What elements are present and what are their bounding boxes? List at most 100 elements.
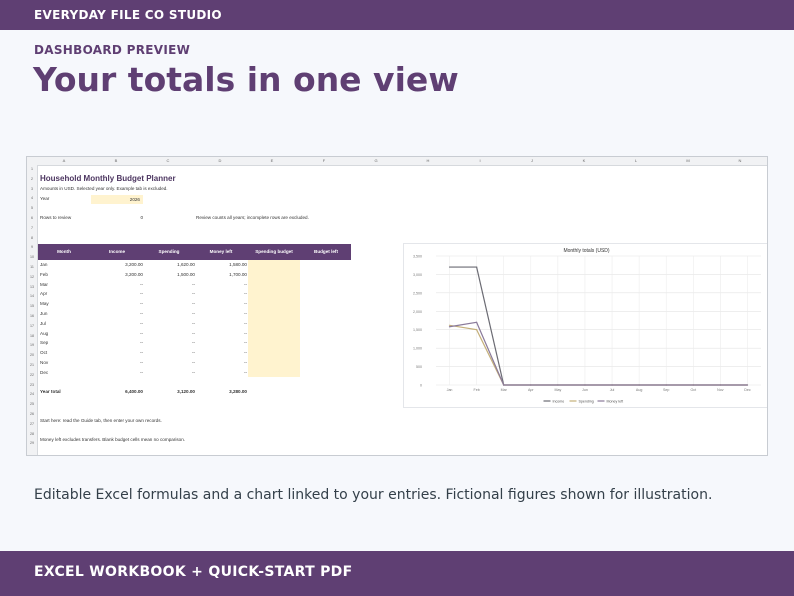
year-total-spending: 3,120.00: [177, 389, 195, 394]
header-income: Income: [108, 249, 126, 254]
income-cell: --: [139, 369, 143, 375]
data-point: [476, 329, 478, 331]
column-header-bar: A B C D E F G H I J K L M N: [27, 157, 767, 166]
money-left-cell: --: [243, 360, 247, 365]
header-month: Month: [57, 249, 71, 254]
row-number: 8: [31, 235, 33, 240]
year-total-label: Year total: [40, 389, 61, 394]
row-number: 6: [31, 216, 33, 220]
x-tick-label: Dec: [744, 388, 751, 392]
review-note: Review counts all years; incomplete rows…: [196, 215, 309, 220]
data-point: [448, 324, 451, 326]
data-point: [448, 326, 451, 328]
spending-budget-input-range[interactable]: [248, 260, 300, 377]
column-letter: B: [114, 158, 118, 163]
column-letter: H: [426, 158, 430, 163]
income-cell: --: [139, 350, 143, 356]
header-money-left: Money left: [209, 249, 233, 254]
data-point: [476, 321, 478, 323]
row-number: 3: [31, 186, 33, 191]
row-number: 5: [31, 206, 33, 211]
spending-cell: 1,620.00: [177, 262, 195, 267]
column-letter: A: [62, 158, 66, 163]
legend-label: Spending: [579, 399, 594, 403]
money-left-cell: --: [243, 369, 247, 375]
legend-label: Money left: [607, 399, 624, 403]
column-letter: E: [270, 158, 274, 163]
y-tick-label: 3,500: [413, 255, 422, 259]
row-number: 22: [30, 372, 34, 377]
income-cell: --: [139, 281, 143, 287]
row-number: 1: [31, 167, 33, 171]
y-tick-label: 1,000: [413, 347, 422, 351]
month-label: May: [40, 301, 49, 307]
money-left-cell: --: [243, 311, 247, 316]
sheet-subtitle: Amounts in USD. Selected year only. Exam…: [40, 186, 168, 191]
income-cell: 3,200.00: [125, 271, 143, 277]
year-label: Year: [40, 196, 50, 201]
row-number: 27: [30, 421, 34, 426]
series-line-spending: [449, 324, 748, 386]
row-number: 23: [30, 382, 34, 387]
money-left-note: Money left excludes transfers. Blank bud…: [40, 437, 186, 442]
row-number: 2: [31, 176, 33, 181]
year-input[interactable]: 2026: [91, 195, 143, 204]
column-letter: G: [374, 158, 378, 163]
money-left-cell: --: [243, 301, 247, 307]
series-line-money-left: [449, 321, 748, 386]
y-tick-label: 2,500: [413, 291, 422, 295]
money-left-cell: --: [243, 320, 247, 326]
y-tick-label: 2,000: [413, 310, 422, 314]
income-cell: --: [139, 360, 143, 365]
spending-cell: 1,500.00: [177, 271, 195, 277]
data-point: [530, 384, 532, 386]
income-cell: --: [139, 291, 143, 297]
eyebrow-label: DASHBOARD PREVIEW: [34, 43, 191, 57]
x-tick-label: May: [554, 388, 561, 392]
y-tick-label: 3,000: [413, 273, 422, 277]
money-left-cell: --: [243, 281, 247, 287]
header-spending: Spending: [158, 249, 180, 254]
row-number: 9: [31, 245, 33, 250]
row-number: 13: [30, 284, 34, 289]
header-spending-budget: Spending budget: [255, 249, 293, 254]
footer-label: EXCEL WORKBOOK + QUICK-START PDF: [34, 564, 353, 580]
money-left-cell: 1,700.00: [229, 271, 247, 277]
monthly-totals-chart[interactable]: Monthly totals (USD) 0 500 1,000 1,500 2,000 2…: [403, 243, 767, 408]
x-tick-label: Mar: [501, 388, 508, 392]
row-number: 24: [30, 392, 34, 397]
column-letter: L: [634, 158, 638, 163]
row-number: 12: [30, 274, 34, 279]
x-tick-label: Jan: [447, 388, 453, 392]
month-label: Sep: [40, 340, 49, 346]
month-label: Apr: [40, 291, 48, 297]
brand-name: EVERYDAY FILE CO STUDIO: [34, 8, 222, 22]
money-left-cell: --: [243, 291, 247, 297]
income-cell: --: [139, 311, 143, 316]
row-number: 25: [30, 402, 34, 407]
spending-cell: --: [191, 291, 195, 297]
x-tick-label: Sep: [663, 388, 669, 392]
year-total-money-left: 3,280.00: [229, 389, 247, 394]
spending-cell: --: [191, 320, 195, 326]
row-number: 29: [30, 441, 34, 446]
row-number: 19: [30, 343, 34, 348]
guide-note: Start here: read the Guide tab, then ent…: [40, 418, 162, 423]
y-tick-label: 0: [420, 384, 422, 388]
income-cell: --: [139, 301, 143, 307]
row-number: 11: [30, 265, 34, 269]
x-tick-label: Jul: [610, 388, 615, 392]
month-label: Jun: [40, 311, 48, 316]
footer-bar: EXCEL WORKBOOK + QUICK-START PDF: [0, 551, 794, 596]
row-number: 21: [30, 363, 34, 367]
headline: Your totals in one view: [33, 60, 459, 99]
spending-cell: --: [191, 311, 195, 316]
spending-cell: --: [191, 350, 195, 356]
column-letter: C: [166, 158, 170, 163]
header-budget-left: Budget left: [314, 249, 338, 254]
money-left-cell: 1,580.00: [229, 262, 247, 267]
row-number: 10: [30, 255, 34, 260]
data-point: [638, 384, 640, 386]
x-tick-label: Apr: [528, 388, 534, 392]
